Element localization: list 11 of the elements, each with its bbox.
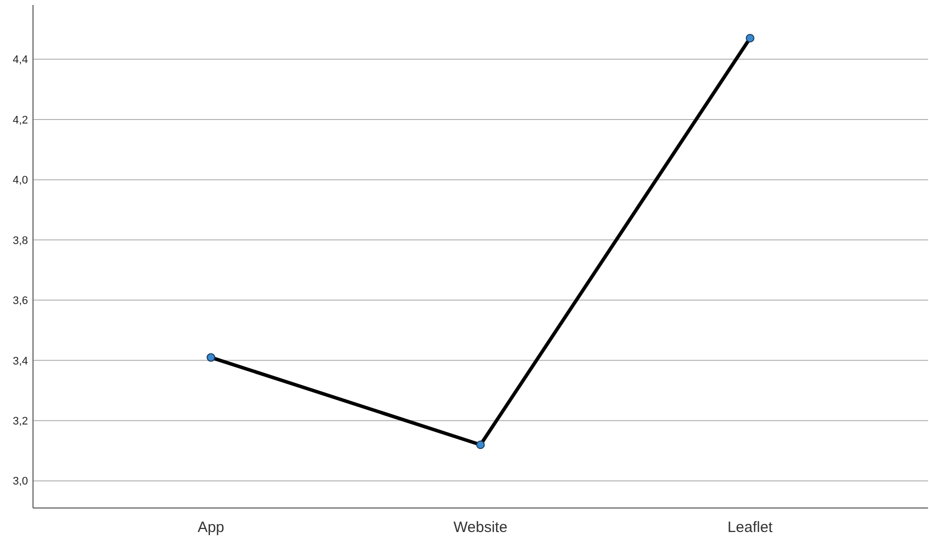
y-tick-label: 3,2 [12, 416, 28, 428]
y-tick-label: 4,2 [12, 114, 28, 126]
x-tick-label: App [198, 519, 224, 536]
y-tick-label: 3,0 [12, 476, 28, 488]
y-tick-label: 3,8 [12, 234, 28, 247]
y-tick-label: 4,4 [12, 54, 28, 66]
y-tick-label: 3,4 [12, 355, 28, 368]
y-tick-label: 3,6 [12, 295, 28, 308]
y-tick-label: 4,0 [12, 174, 28, 187]
x-tick-label: Leaflet [728, 519, 774, 536]
x-tick-label: Website [454, 519, 508, 536]
